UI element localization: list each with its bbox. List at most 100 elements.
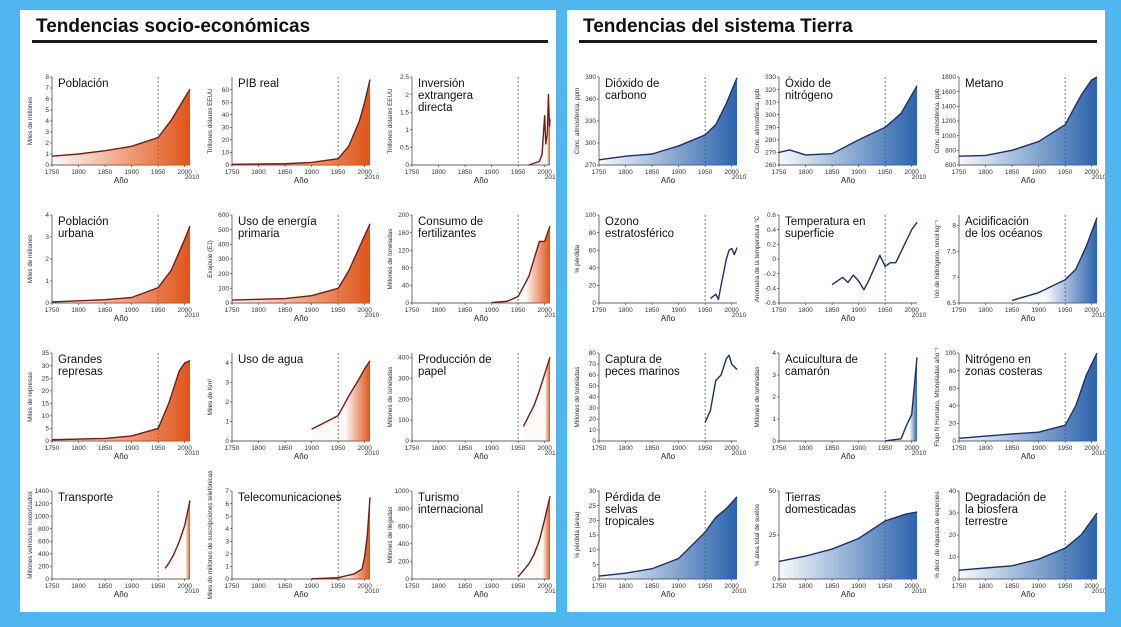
y-tick-label: 1 (45, 151, 49, 158)
x-tick-label: 1950 (1058, 169, 1073, 176)
series-line (51, 88, 191, 157)
x-axis-label: Año (841, 452, 856, 461)
chart-5: 0 40 80 120 160 200 1750 1800 1850 1900 1950 200020… (387, 212, 556, 323)
y-tick-label: 7 (45, 85, 49, 92)
x-tick-label: 1750 (405, 169, 420, 176)
x-tick-label: 1750 (772, 583, 787, 590)
series-line (598, 77, 738, 161)
y-tick-label: 0 (772, 438, 776, 445)
y-tick-label: 3 (772, 372, 776, 379)
series-line (51, 225, 191, 303)
x-axis-label: Año (474, 314, 489, 323)
x-tick-label: 1800 (431, 307, 446, 314)
x-end-label: 2010 (185, 588, 200, 595)
y-tick-label: 3 (225, 380, 229, 387)
x-end-label: 2010 (1092, 588, 1105, 595)
y-tick-label: 80 (402, 265, 410, 272)
x-tick-label: 1950 (878, 583, 893, 590)
y-axis-label: Miles de represas (27, 372, 34, 422)
y-tick-label: 10 (589, 427, 597, 434)
y-tick-label: 1 (225, 564, 229, 571)
x-axis-label: Año (841, 590, 856, 599)
y-tick-label: 10 (222, 150, 230, 157)
x-tick-label: 1800 (978, 445, 993, 452)
y-tick-label: 1200 (35, 501, 50, 508)
y-axis-label: Millones de toneladas (387, 367, 394, 428)
x-tick-label: 1850 (645, 583, 660, 590)
x-tick-label: 2000 (537, 445, 552, 452)
x-tick-label: 1900 (671, 307, 686, 314)
x-tick-label: 2000 (357, 307, 372, 314)
x-tick-label: 1800 (978, 307, 993, 314)
x-tick-label: 1950 (511, 445, 526, 452)
y-tick-label: 0 (225, 438, 229, 445)
series-area (885, 357, 917, 441)
x-tick-label: 1950 (698, 307, 713, 314)
series-area (232, 79, 370, 165)
x-end-label: 2010 (365, 450, 380, 457)
y-tick-label: 35 (42, 350, 50, 357)
x-tick-label: 1850 (825, 583, 840, 590)
x-end-label: 2010 (732, 312, 747, 319)
x-tick-label: 2000 (1084, 169, 1099, 176)
y-tick-label: 2 (45, 140, 49, 147)
chart-title: Acidificación (965, 216, 1029, 228)
x-tick-label: 1800 (431, 583, 446, 590)
chart-title: de los océanos (965, 228, 1043, 240)
y-tick-label: 0 (592, 438, 596, 445)
x-axis-label: Año (661, 314, 676, 323)
chart-title: Óxido de (785, 77, 831, 90)
x-tick-label: 2000 (1084, 307, 1099, 314)
y-tick-label: 25 (589, 503, 597, 510)
chart-title: fertilizantes (418, 228, 476, 240)
x-tick-label: 1900 (124, 169, 139, 176)
y-tick-label: 5 (45, 426, 49, 433)
y-tick-label: 0 (45, 576, 49, 583)
chart-title: primaria (238, 228, 280, 240)
y-tick-label: -0.6 (765, 300, 777, 307)
y-tick-label: 0.4 (767, 227, 776, 234)
y-axis-label: Millones de toneladas (387, 229, 394, 290)
chart-title: Degradación de (965, 492, 1046, 504)
chart-title: Grandes (58, 354, 102, 366)
chart-18: 0 10 20 30 40 50 60 70 80 1750 1800 1850 1900 1950 200… (574, 350, 747, 461)
x-tick-label: 1900 (484, 307, 499, 314)
x-tick-label: 1750 (405, 583, 420, 590)
x-tick-label: 1950 (331, 307, 346, 314)
x-tick-label: 1850 (1005, 583, 1020, 590)
y-tick-label: 70 (589, 361, 597, 368)
y-tick-label: 4 (45, 212, 49, 219)
x-tick-label: 1900 (304, 583, 319, 590)
x-tick-label: 1850 (1005, 169, 1020, 176)
x-tick-label: 1900 (304, 445, 319, 452)
y-tick-label: 300 (585, 140, 596, 147)
y-tick-label: 50 (769, 488, 777, 495)
x-axis-label: Año (294, 314, 309, 323)
x-tick-label: 1950 (511, 307, 526, 314)
y-tick-label: 6 (225, 501, 229, 508)
chart-title: Dióxido de (605, 78, 659, 90)
chart-title: Ozono (605, 216, 639, 228)
x-tick-label: 1800 (618, 169, 633, 176)
x-end-label: 2010 (185, 312, 200, 319)
x-axis-label: Año (661, 590, 676, 599)
x-end-label: 2010 (732, 174, 747, 181)
chart-title: Consumo de (418, 216, 483, 228)
chart-title: Tierras (785, 492, 821, 504)
x-axis-label: Año (661, 452, 676, 461)
series-line (528, 93, 551, 166)
x-tick-label: 1950 (698, 445, 713, 452)
y-tick-label: 5 (592, 562, 596, 569)
y-tick-label: 270 (585, 162, 596, 169)
y-tick-label: 0 (225, 162, 229, 169)
y-tick-label: 260 (765, 162, 776, 169)
chart-11: 0 200 400 600 800 1000 1750 1800 1850 1900 1950 200… (387, 488, 556, 599)
series-area (528, 94, 550, 165)
panel-socioeconomic: Tendencias socio-económicas 0 1 2 3 4 5 6 7 8 175… (20, 10, 556, 612)
y-axis-label: Trillones dólares EEUU (207, 88, 214, 154)
y-tick-label: 0 (952, 576, 956, 583)
x-tick-label: 1950 (331, 169, 346, 176)
chart-title: Acuicultura de (785, 354, 858, 366)
x-tick-label: 2000 (177, 445, 192, 452)
